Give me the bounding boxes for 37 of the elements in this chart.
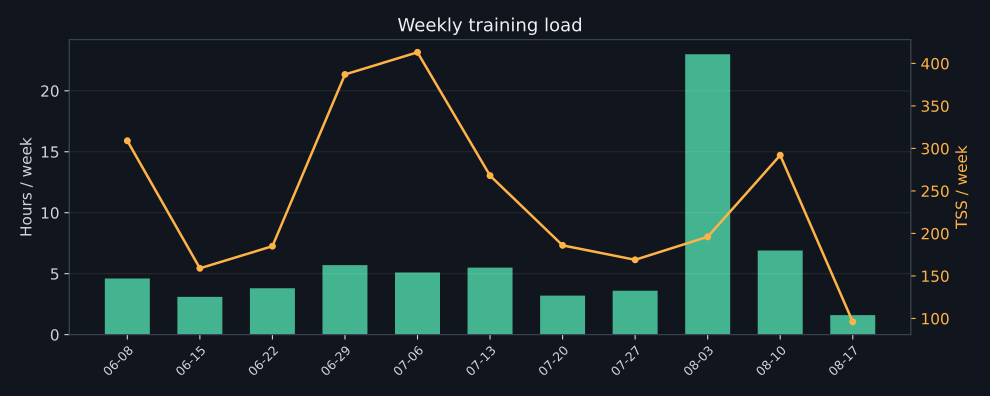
y-axis-title: Hours / week	[20, 137, 33, 236]
y-tick-label: 15	[42, 146, 58, 158]
y-tick-label: 0	[50, 329, 59, 341]
chart-title: Weekly training load	[398, 18, 581, 36]
point	[124, 137, 131, 144]
bar	[177, 296, 222, 335]
point	[776, 152, 784, 159]
y-tick-label: 10	[42, 207, 59, 219]
y-tick-label: 5	[51, 268, 58, 280]
bar	[250, 288, 295, 335]
y2-tick-label: 150	[922, 270, 949, 282]
bar	[540, 296, 586, 335]
point	[268, 242, 276, 250]
bar	[758, 250, 803, 335]
y2-tick-label: 300	[922, 142, 949, 154]
point	[196, 264, 204, 272]
y2-tick-label: 350	[922, 100, 949, 112]
point	[414, 48, 421, 56]
point	[486, 172, 494, 180]
bar	[612, 290, 658, 335]
y2-axis-title: TSS / week	[955, 145, 968, 230]
bar	[395, 272, 440, 335]
y2-tick-label: 400	[921, 58, 949, 70]
bar	[468, 268, 513, 335]
y2-tick-label: 100	[922, 312, 949, 324]
y2-tick-label: 250	[922, 185, 949, 197]
point	[632, 256, 639, 264]
point	[559, 242, 566, 249]
bar	[830, 315, 876, 335]
bar	[104, 278, 150, 335]
y2-tick-label: 200	[922, 228, 949, 240]
point	[341, 70, 348, 78]
point	[704, 233, 712, 240]
bar	[322, 265, 368, 335]
y-tick-label: 20	[41, 85, 59, 97]
bar	[685, 54, 730, 335]
point	[849, 318, 856, 326]
